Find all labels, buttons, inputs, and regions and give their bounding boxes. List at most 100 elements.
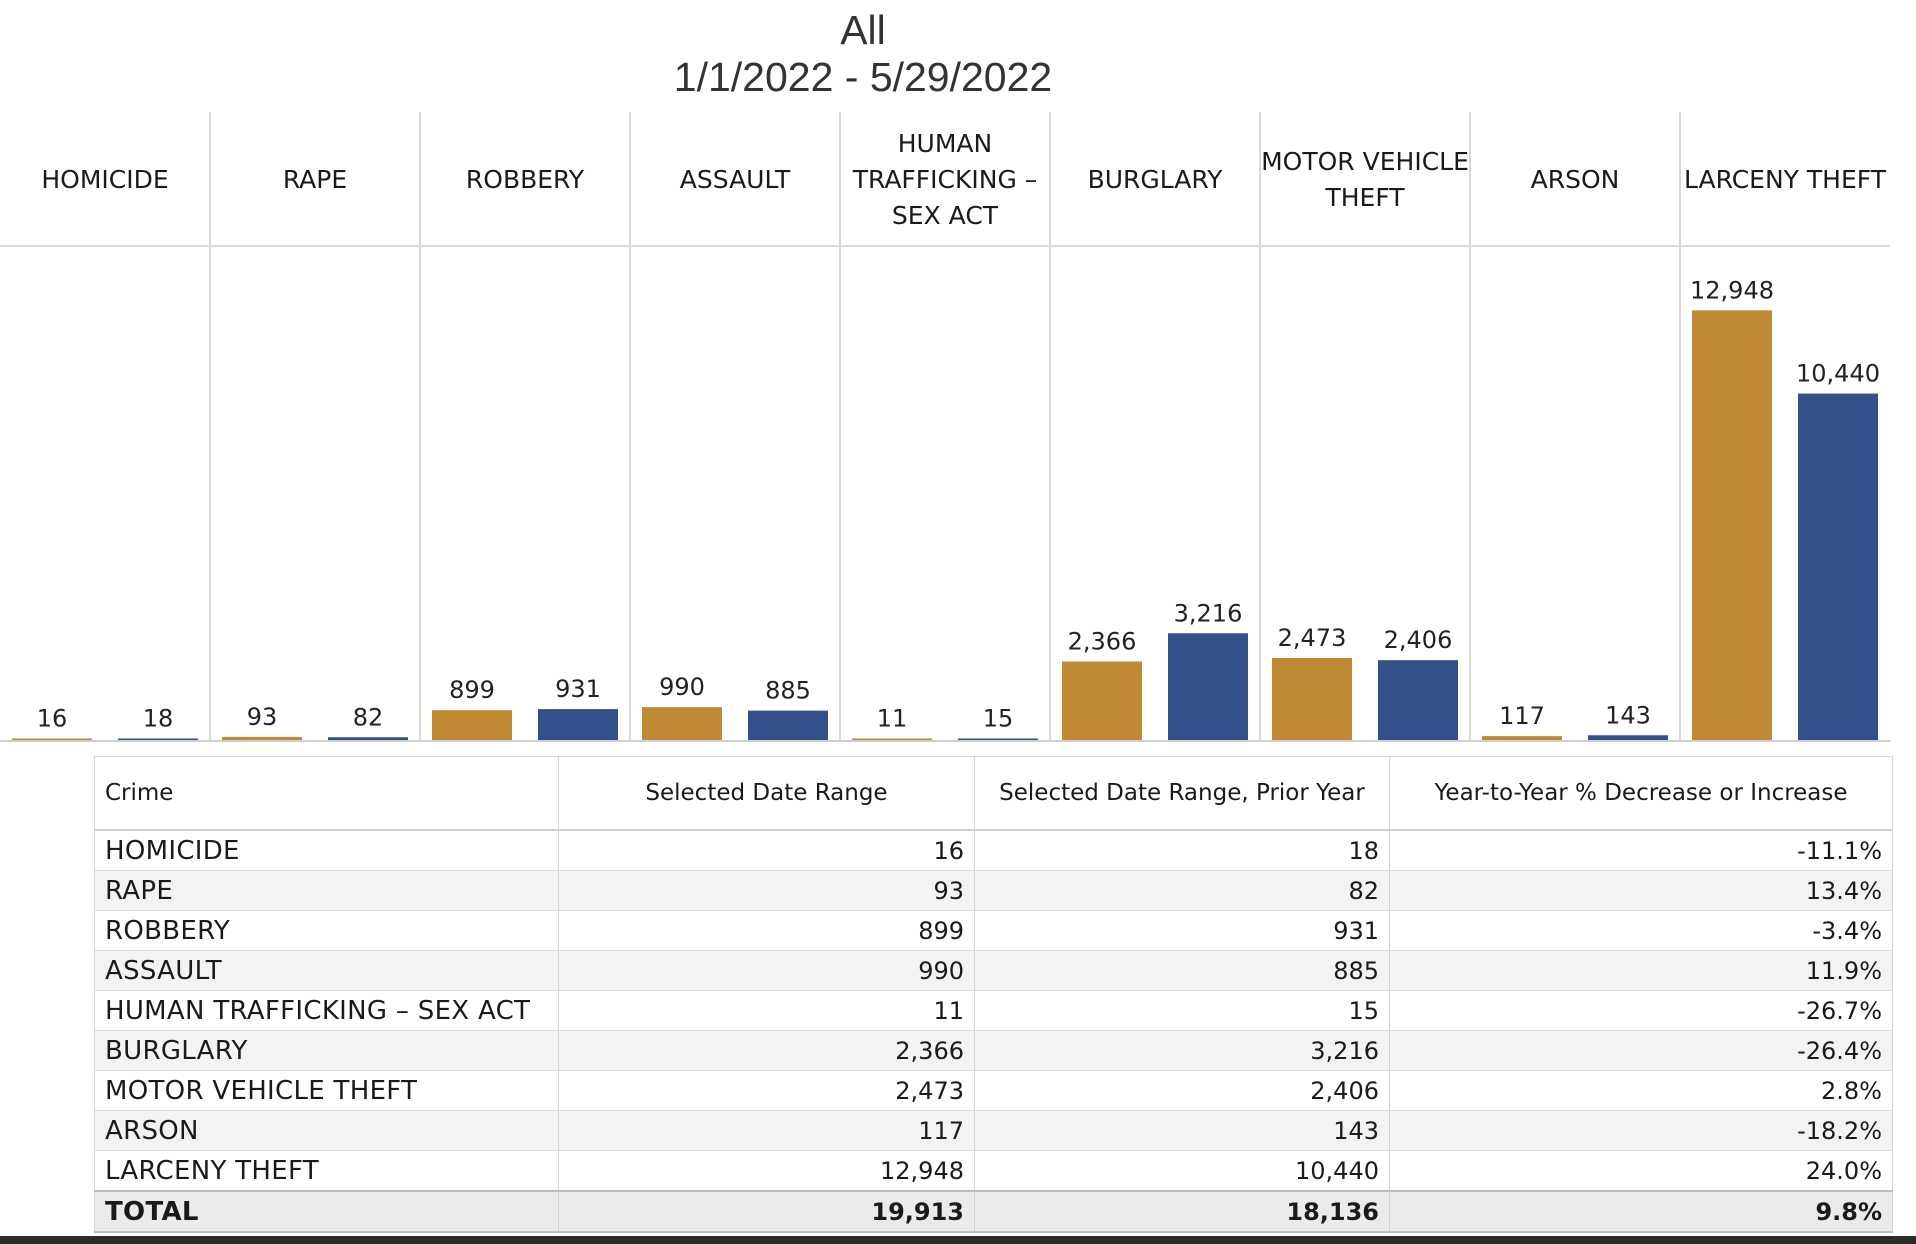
selected-range-cell: 117 [558,1110,975,1151]
bar-value-label: 3,216 [1174,599,1243,627]
category-header-label: HOMICIDE [41,165,168,194]
bar-prior-year[interactable] [1168,633,1248,740]
prior-year-cell: 18 [974,830,1390,871]
pct-change-cell: -11.1% [1389,830,1893,871]
category-header-label: BURGLARY [1088,165,1224,194]
pct-change-cell: -18.2% [1389,1110,1893,1151]
column-header-prior-year[interactable]: Selected Date Range, Prior Year [974,756,1390,831]
total-selected-range-cell: 19,913 [558,1190,975,1233]
bar-prior-year[interactable] [1588,735,1668,740]
crime-cell: MOTOR VEHICLE THEFT [94,1070,559,1111]
bar-selected-range[interactable] [12,738,92,741]
bar-value-label: 990 [659,673,705,701]
bar-value-label: 16 [37,705,68,733]
bar-selected-range[interactable] [1272,657,1352,740]
bar-value-label: 2,366 [1068,627,1137,655]
crime-cell: ASSAULT [94,950,559,991]
pct-change-cell: -3.4% [1389,910,1893,951]
bar-value-label: 93 [247,703,278,731]
table-row: HOMICIDE 16 18 -11.1% [94,830,1893,871]
selected-range-cell: 2,473 [558,1070,975,1111]
prior-year-cell: 15 [974,990,1390,1031]
bar-selected-range[interactable] [432,710,512,740]
table-row: MOTOR VEHICLE THEFT 2,473 2,406 2.8% [94,1070,1893,1111]
table-row: ROBBERY 899 931 -3.4% [94,910,1893,951]
bar-selected-range[interactable] [852,738,932,741]
bar-selected-range[interactable] [1062,661,1142,740]
pct-change-cell: -26.4% [1389,1030,1893,1071]
selected-range-cell: 990 [558,950,975,991]
prior-year-cell: 143 [974,1110,1390,1151]
category-header-label: MOTOR VEHICLE [1261,147,1469,176]
crime-cell: HUMAN TRAFFICKING – SEX ACT [94,990,559,1031]
table-row: ASSAULT 990 885 11.9% [94,950,1893,991]
chart-title-scope: All [840,7,886,53]
table-header-row: Crime Selected Date Range Selected Date … [94,756,1893,831]
bar-prior-year[interactable] [1798,393,1878,740]
bar-selected-range[interactable] [642,707,722,740]
bar-value-label: 2,473 [1278,624,1347,652]
prior-year-cell: 82 [974,870,1390,911]
crime-cell: RAPE [94,870,559,911]
bar-value-label: 117 [1499,702,1545,730]
category-header-label: HUMAN [898,129,992,158]
selected-range-cell: 16 [558,830,975,871]
table-row: RAPE 93 82 13.4% [94,870,1893,911]
total-pct-change-cell: 9.8% [1389,1190,1893,1233]
prior-year-cell: 885 [974,950,1390,991]
bar-value-label: 885 [765,677,811,705]
crime-cell: BURGLARY [94,1030,559,1071]
bar-selected-range[interactable] [1692,310,1772,740]
column-header-crime[interactable]: Crime [94,756,559,831]
bar-selected-range[interactable] [1482,736,1562,740]
pct-change-cell: 24.0% [1389,1150,1893,1192]
bar-selected-range[interactable] [222,736,302,740]
bar-prior-year[interactable] [1378,660,1458,740]
prior-year-cell: 10,440 [974,1150,1390,1192]
chart-title-date-range: 1/1/2022 - 5/29/2022 [673,54,1053,100]
bar-value-label: 899 [449,676,495,704]
table-row: BURGLARY 2,366 3,216 -26.4% [94,1030,1893,1071]
bar-value-label: 11 [877,705,908,733]
crime-summary-table-container: Crime Selected Date Range Selected Date … [94,756,1893,1233]
pct-change-cell: 2.8% [1389,1070,1893,1111]
selected-range-cell: 899 [558,910,975,951]
bar-value-label: 12,948 [1690,276,1774,304]
crime-cell: HOMICIDE [94,830,559,871]
bar-prior-year[interactable] [748,710,828,740]
bar-value-label: 931 [555,675,601,703]
category-header-label: THEFT [1324,183,1405,212]
prior-year-cell: 931 [974,910,1390,951]
bar-prior-year[interactable] [118,738,198,741]
category-header-label: TRAFFICKING – [852,165,1038,194]
category-header-label: ASSAULT [680,165,791,194]
bar-value-label: 15 [983,705,1014,733]
selected-range-cell: 93 [558,870,975,911]
window-bottom-edge [0,1236,1916,1244]
category-header-label: RAPE [283,165,347,194]
bar-prior-year[interactable] [328,737,408,740]
crime-bar-chart: HOMICIDE 16 18 RAPE 93 82 ROBBERY 899 931 ASSAULT… [0,112,1890,742]
table-row: HUMAN TRAFFICKING – SEX ACT 11 15 -26.7% [94,990,1893,1031]
table-total-row: TOTAL 19,913 18,136 9.8% [94,1190,1893,1233]
table-row: LARCENY THEFT 12,948 10,440 24.0% [94,1150,1893,1192]
table-body: HOMICIDE 16 18 -11.1% RAPE 93 82 13.4% ROBBERY 89… [94,830,1893,1233]
bar-value-label: 143 [1605,701,1651,729]
bar-prior-year[interactable] [538,709,618,740]
pct-change-cell: 11.9% [1389,950,1893,991]
selected-range-cell: 11 [558,990,975,1031]
category-header-label: SEX ACT [892,201,999,230]
prior-year-cell: 3,216 [974,1030,1390,1071]
crime-cell: ARSON [94,1110,559,1151]
selected-range-cell: 12,948 [558,1150,975,1192]
crime-cell: LARCENY THEFT [94,1150,559,1192]
category-header-label: LARCENY THEFT [1684,165,1887,194]
column-header-selected-range[interactable]: Selected Date Range [558,756,975,831]
bar-value-label: 18 [143,705,174,733]
bar-value-label: 82 [353,703,384,731]
category-header-label: ROBBERY [466,165,585,194]
category-header-label: ARSON [1531,165,1620,194]
crime-cell: ROBBERY [94,910,559,951]
bar-prior-year[interactable] [958,738,1038,741]
column-header-pct-change[interactable]: Year-to-Year % Decrease or Increase [1389,756,1893,831]
